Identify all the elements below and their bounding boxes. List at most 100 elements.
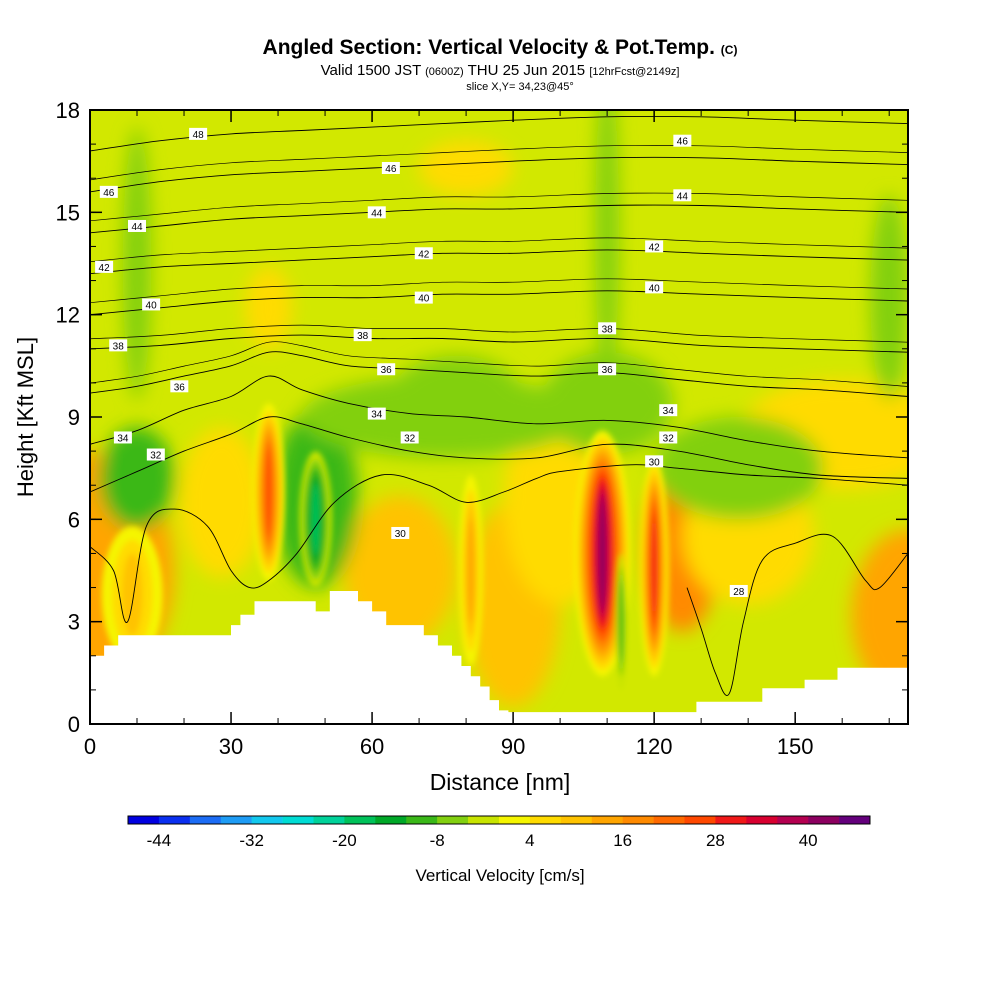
- contour-label-text: 40: [146, 300, 158, 311]
- contour-label-bg: [128, 219, 147, 232]
- contour-line-minor: [90, 341, 908, 387]
- contour-label-32: 32: [659, 431, 678, 444]
- contour-label-text: 38: [113, 341, 125, 352]
- colorbar-swatch: [746, 816, 778, 824]
- y-tick-label: 3: [68, 610, 80, 635]
- contour-label-34: 34: [113, 431, 132, 444]
- potential-temperature-contours: [90, 115, 908, 696]
- colorbar-swatch: [189, 816, 222, 824]
- valid-utc: (0600Z): [425, 66, 464, 78]
- contour-label-text: 30: [649, 457, 661, 468]
- y-tick-label: 18: [56, 98, 80, 123]
- contour-line-46: [90, 156, 908, 193]
- contour-label-text: 46: [677, 137, 689, 148]
- contour-label-bg: [99, 185, 118, 198]
- contour-label-text: 42: [99, 263, 111, 274]
- contour-label-bg: [170, 380, 189, 393]
- x-tick-label: 120: [636, 734, 673, 759]
- contour-line-minor: [90, 145, 908, 181]
- colorbar-swatch: [560, 816, 593, 824]
- contour-label-bg: [659, 431, 678, 444]
- colorbar-swatch: [591, 816, 623, 824]
- contour-label-42: 42: [95, 260, 114, 274]
- velocity-core-ring: [619, 580, 624, 663]
- contour-label-30: 30: [391, 526, 410, 540]
- contour-label-text: 40: [649, 283, 661, 294]
- contour-label-bg: [673, 134, 692, 147]
- contour-label-text: 44: [677, 191, 689, 202]
- contour-label-text: 38: [602, 324, 614, 335]
- contour-label-bg: [377, 363, 396, 376]
- contour-line-42: [90, 249, 908, 275]
- contour-label-bg: [659, 404, 678, 417]
- contour-label-text: 34: [117, 433, 129, 444]
- contour-label-32: 32: [400, 431, 419, 444]
- colorbar-swatch: [715, 816, 747, 824]
- title-block: Angled Section: Vertical Velocity & Pot.…: [0, 36, 1000, 93]
- velocity-core-ring: [652, 515, 657, 619]
- colorbar-tick-label: -20: [332, 831, 357, 850]
- contour-label-42: 42: [645, 240, 664, 253]
- contour-label-bg: [400, 431, 419, 444]
- colorbar-swatch: [777, 816, 809, 824]
- contour-label-40: 40: [414, 291, 433, 305]
- colorbar-swatch: [375, 816, 407, 824]
- contour-label-text: 36: [381, 365, 393, 376]
- x-tick-label: 0: [84, 734, 96, 759]
- contour-label-bg: [729, 584, 748, 597]
- contour-label-bg: [109, 339, 128, 352]
- x-axis-label: Distance [nm]: [430, 769, 571, 795]
- contour-label-38: 38: [109, 339, 128, 352]
- colorbar-frame: [127, 815, 871, 825]
- y-tick-label: 0: [68, 712, 80, 737]
- x-tick-label: 150: [777, 734, 814, 759]
- contour-label-46: 46: [673, 134, 692, 148]
- contour-line-48: [90, 115, 908, 152]
- colorbar-tick-label: -44: [147, 831, 172, 850]
- colorbar-swatch: [437, 816, 469, 824]
- colorbar-swatch: [313, 816, 345, 824]
- terrain: [90, 591, 908, 724]
- y-tick-label: 15: [56, 200, 80, 225]
- velocity-blob: [541, 352, 673, 455]
- contour-label-44: 44: [128, 219, 147, 233]
- contour-label-bg: [381, 161, 400, 174]
- contour-label-bg: [391, 526, 410, 539]
- slice-info: slice X,Y= 34,23@45°: [466, 81, 574, 93]
- contour-label-36: 36: [377, 363, 396, 376]
- contour-label-text: 34: [663, 406, 675, 417]
- contour-label-text: 42: [418, 249, 430, 260]
- contour-line-28: [686, 533, 908, 696]
- contour-label-bg: [113, 431, 132, 444]
- colorbar-tick-label: 16: [613, 831, 632, 850]
- contour-label-text: 30: [395, 529, 407, 540]
- contour-line-minor: [90, 324, 908, 343]
- colorbar-label: Vertical Velocity [cm/s]: [415, 866, 584, 885]
- contour-line-minor: [90, 192, 908, 222]
- contour-label-text: 46: [103, 188, 115, 199]
- terrain-profile: [90, 591, 908, 724]
- chart-title: Angled Section: Vertical Velocity & Pot.…: [0, 36, 1000, 62]
- contour-label-bg: [598, 322, 617, 335]
- contour-label-text: 44: [371, 208, 383, 219]
- contour-label-32: 32: [146, 448, 165, 462]
- velocity-blob: [179, 427, 264, 578]
- colorbar-swatch: [344, 816, 376, 824]
- contour-label-34: 34: [659, 404, 678, 417]
- contour-label-bg: [367, 206, 386, 219]
- contour-line-36: [90, 351, 908, 397]
- colorbar-tick-label: 40: [799, 831, 818, 850]
- velocity-blob: [122, 127, 152, 400]
- contour-label-bg: [353, 329, 372, 342]
- colorbar-swatch: [808, 816, 840, 824]
- contour-label-text: 36: [602, 365, 614, 376]
- valid-date: THU 25 Jun 2015: [467, 62, 586, 79]
- contour-label-30: 30: [645, 455, 664, 468]
- colorbar-tick-label: 28: [706, 831, 725, 850]
- contour-label-bg: [598, 363, 617, 376]
- velocity-core-ring: [599, 497, 605, 610]
- colorbar-swatch: [653, 816, 685, 824]
- contour-line-44: [90, 204, 908, 234]
- contour-label-text: 32: [150, 451, 162, 462]
